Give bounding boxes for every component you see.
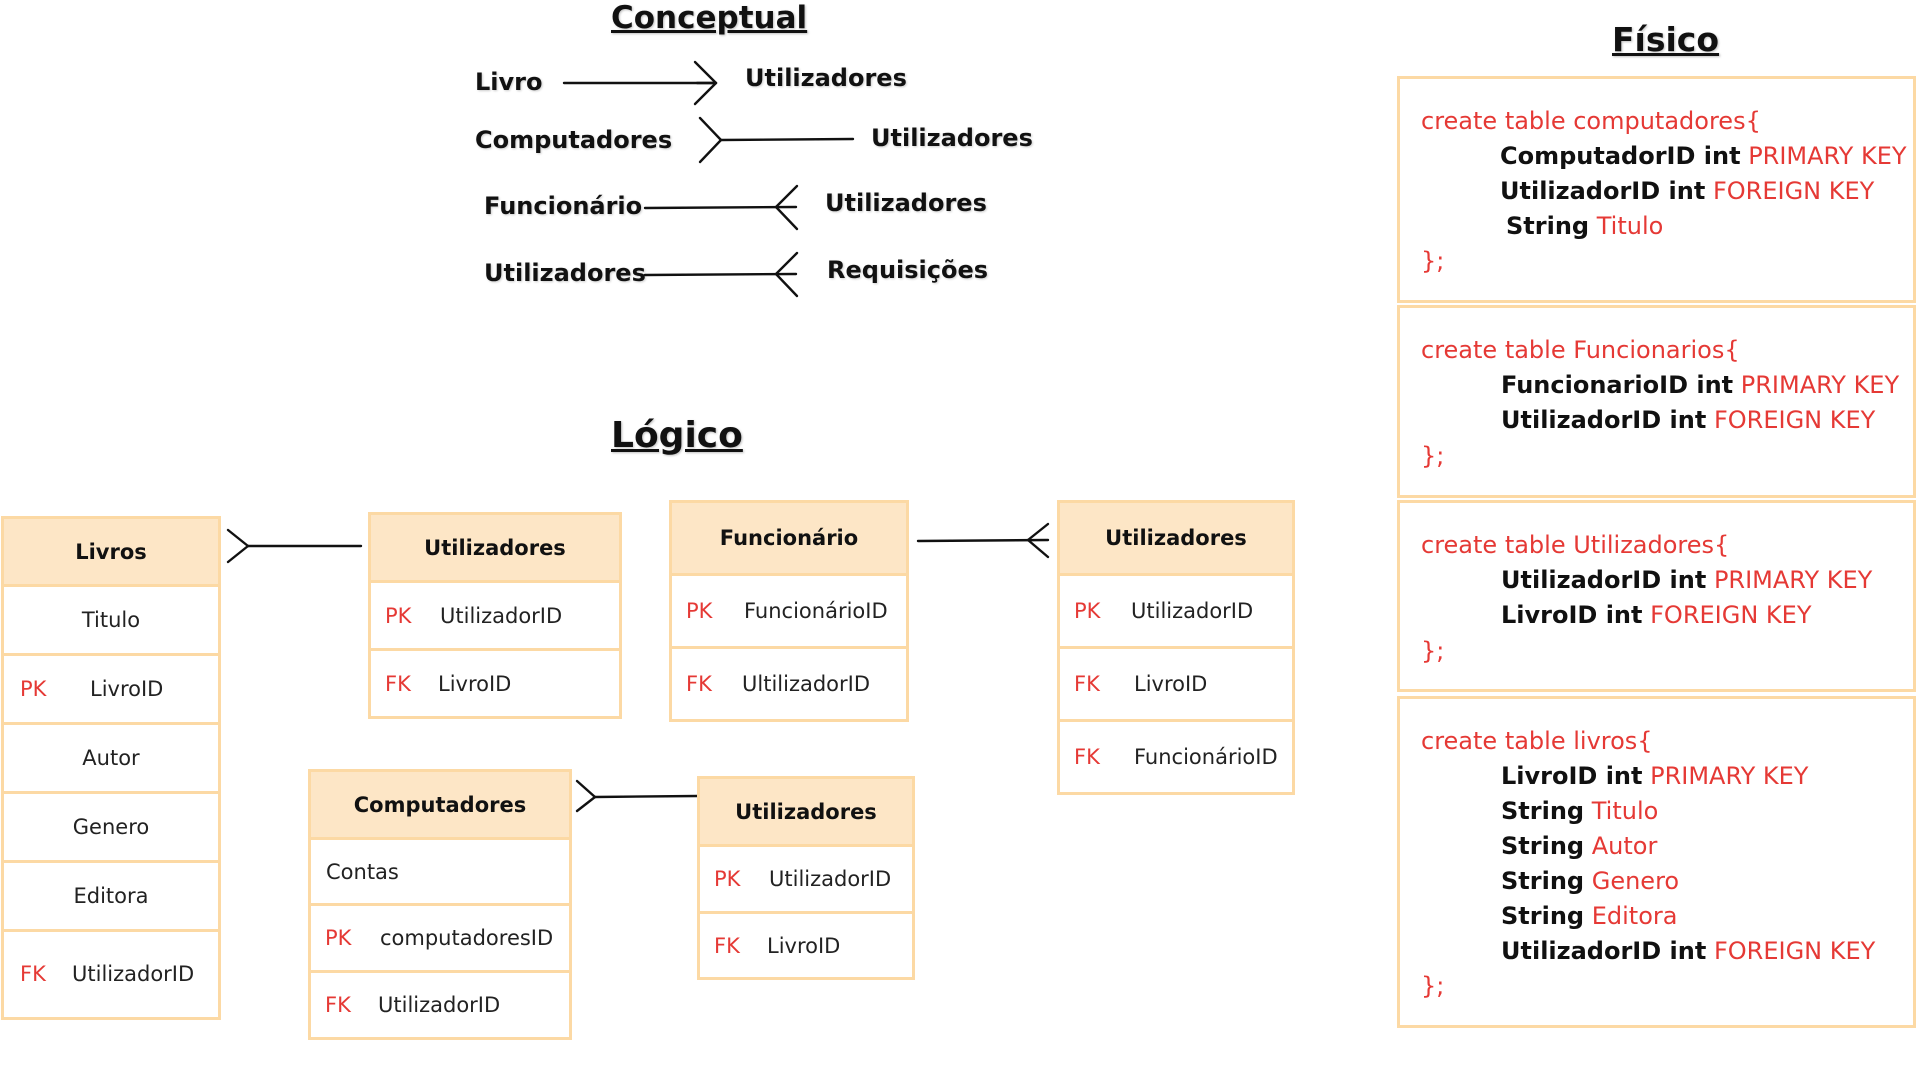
sql-field-line: LivroID int FOREIGN KEY: [1501, 601, 1812, 629]
sql-field-line: String Autor: [1501, 832, 1658, 860]
conceptual-left-2: Computadores: [475, 126, 673, 154]
entity-row: Editora: [4, 863, 218, 932]
entity-computadores: Computadores Contas PK computadoresID FK U…: [308, 769, 572, 1040]
entity-row: FK LivroID: [714, 933, 841, 958]
entity-title: Utilizadores: [700, 779, 912, 847]
heading-logico: Lógico: [611, 415, 743, 456]
entity-row: Contas: [311, 840, 569, 906]
sql-open-line: create table Funcionarios{: [1421, 336, 1740, 364]
conceptual-right-3: Utilizadores: [825, 189, 987, 217]
heading-fisico: Físico: [1612, 20, 1720, 59]
conceptual-right-1: Utilizadores: [745, 64, 907, 92]
sql-field-line: UtilizadorID int FOREIGN KEY: [1501, 937, 1876, 965]
entity-livros: Livros Titulo PK LivroID Autor Genero Edi…: [1, 516, 221, 1020]
sql-open-line: create table Utilizadores{: [1421, 531, 1730, 559]
sql-field-line: LivroID int PRIMARY KEY: [1501, 762, 1809, 790]
sql-close-line: };: [1421, 247, 1445, 275]
entity-title: Utilizadores: [1060, 503, 1292, 576]
crowfoot-livro-utilizadores: [562, 60, 718, 106]
entity-title: Utilizadores: [371, 515, 619, 583]
conceptual-right-2: Utilizadores: [871, 124, 1033, 152]
entity-row: PK UtilizadorID: [371, 583, 619, 651]
sql-field-line: FuncionarioID int PRIMARY KEY: [1501, 371, 1900, 399]
sql-block-funcionarios: create table Funcionarios{ FuncionarioID…: [1397, 305, 1916, 498]
sql-close-line: };: [1421, 442, 1445, 470]
entity-row: Autor: [4, 725, 218, 794]
entity-row: FK UtilizadorID: [325, 993, 501, 1017]
entity-row: PK UtilizadorID: [1060, 576, 1292, 649]
sql-block-livros: create table livros{ LivroID int PRIMARY…: [1397, 696, 1916, 1028]
sql-field-line: String Titulo: [1506, 212, 1664, 240]
entity-title: Livros: [4, 519, 218, 587]
entity-row: PK UtilizadorID: [700, 847, 912, 914]
sql-field-line: String Editora: [1501, 902, 1678, 930]
sql-field-line: UtilizadorID int FOREIGN KEY: [1500, 177, 1875, 205]
entity-row: Genero: [4, 794, 218, 863]
conceptual-left-4: Utilizadores: [484, 259, 646, 287]
sql-field-line: String Genero: [1501, 867, 1680, 895]
entity-row: FK UtilizadorID: [20, 962, 195, 986]
entity-row: PK FuncionárioID: [672, 576, 906, 649]
entity-utilizadores-1: Utilizadores PK UtilizadorID FK LivroID: [368, 512, 622, 719]
sql-block-utilizadores: create table Utilizadores{ UtilizadorID …: [1397, 500, 1916, 692]
entity-title: Funcionário: [672, 503, 906, 576]
entity-row: PK computadoresID: [311, 906, 569, 973]
entity-row: FK UltilizadorID: [686, 672, 871, 696]
entity-utilizadores-3: Utilizadores PK UtilizadorID FK LivroID: [697, 776, 915, 980]
crowfoot-funcionario-utilizadores: [643, 184, 799, 231]
conceptual-left-3: Funcionário: [484, 192, 643, 220]
conceptual-left-1: Livro: [475, 68, 543, 96]
entity-row: FK LivroID: [385, 671, 512, 696]
sql-field-line: UtilizadorID int FOREIGN KEY: [1501, 406, 1876, 434]
crowfoot-computadores-utilizadores-logical: [575, 779, 699, 813]
crowfoot-utilizadores-requisicoes: [643, 251, 799, 298]
entity-row: Titulo: [4, 587, 218, 656]
sql-open-line: create table computadores{: [1421, 107, 1761, 135]
sql-close-line: };: [1421, 972, 1445, 1000]
sql-field-line: String Titulo: [1501, 797, 1659, 825]
sql-field-line: UtilizadorID int PRIMARY KEY: [1501, 566, 1873, 594]
crowfoot-computadores-utilizadores: [698, 116, 855, 164]
crowfoot-funcionario-utilizadores-logical: [916, 522, 1050, 559]
entity-utilizadores-2: Utilizadores PK UtilizadorID FK LivroID FK…: [1057, 500, 1295, 795]
entity-title: Computadores: [311, 772, 569, 840]
sql-close-line: };: [1421, 637, 1445, 665]
heading-conceptual: Conceptual: [611, 0, 808, 36]
sql-open-line: create table livros{: [1421, 727, 1653, 755]
conceptual-right-4: Requisições: [827, 256, 989, 284]
entity-row: PK LivroID: [4, 656, 218, 725]
entity-funcionario: Funcionário PK FuncionárioID FK Ultilizado…: [669, 500, 909, 722]
entity-row: FK LivroID: [1060, 649, 1292, 722]
sql-block-computadores: create table computadores{ ComputadorID …: [1397, 76, 1916, 303]
entity-row: FK FuncionárioID: [1074, 745, 1278, 769]
sql-field-line: ComputadorID int PRIMARY KEY: [1500, 142, 1907, 170]
crowfoot-livros-utilizadores: [226, 528, 363, 564]
